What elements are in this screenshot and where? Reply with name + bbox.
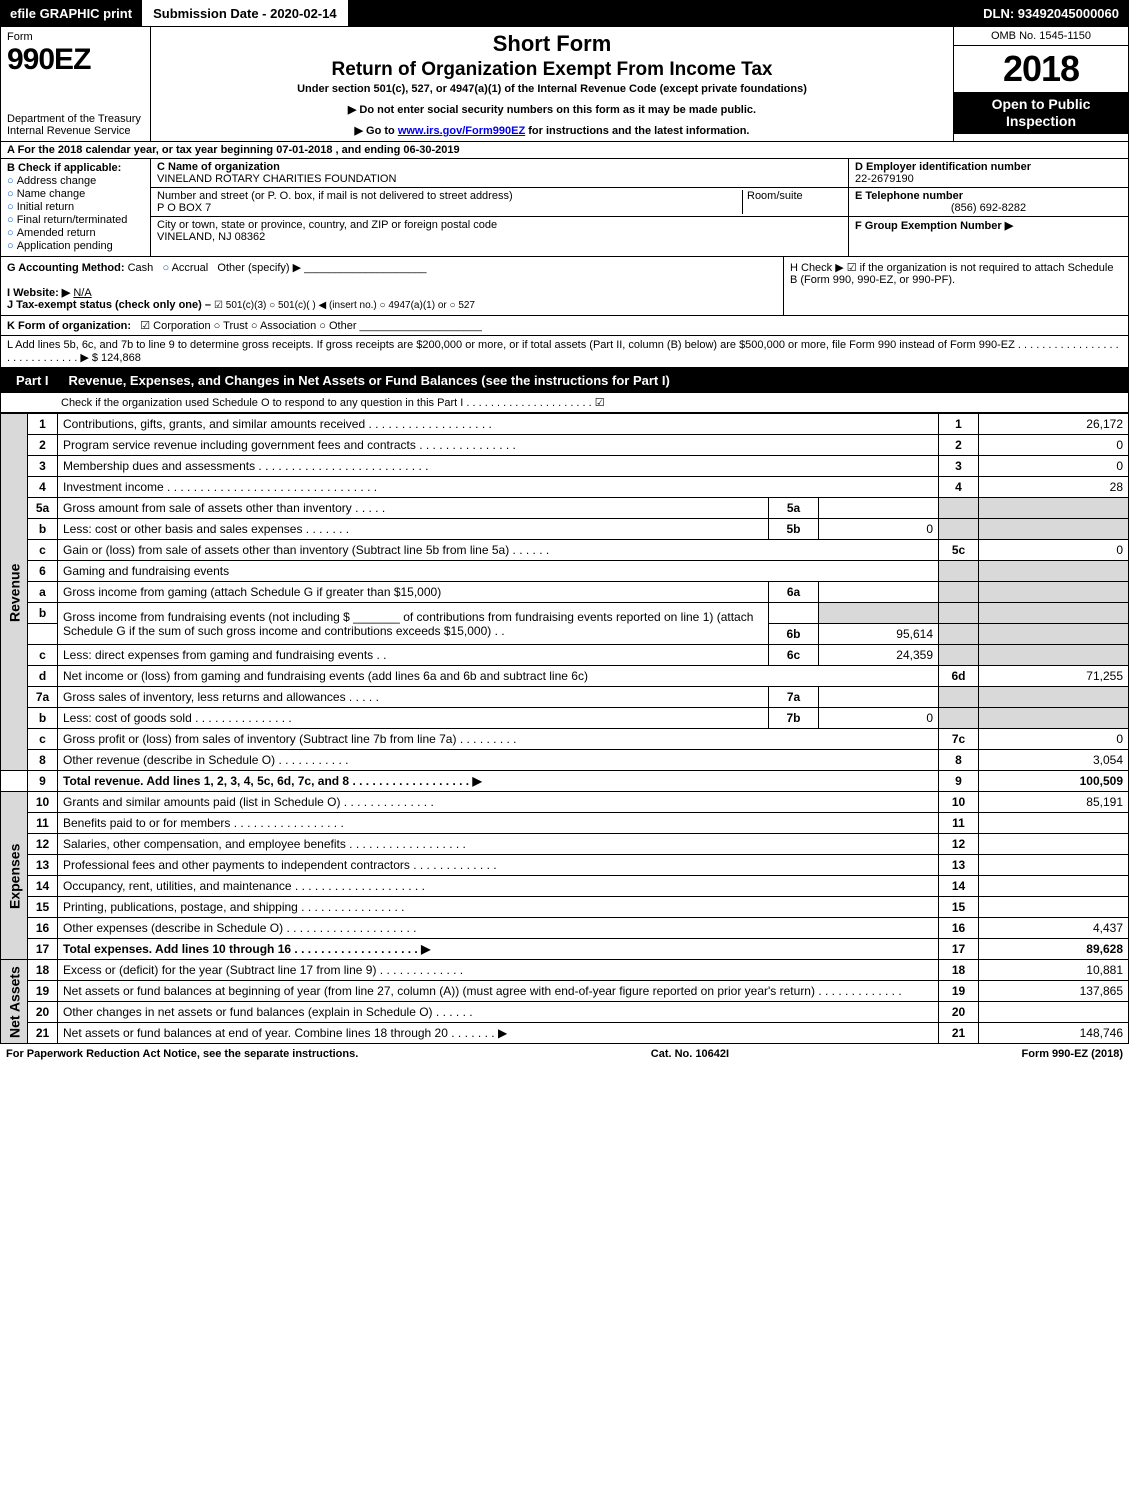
row-num: 1 <box>28 414 58 435</box>
footer-form: Form 990-EZ (2018) <box>1022 1048 1123 1060</box>
box-c-label: C Name of organization <box>157 161 280 173</box>
line-k-label: K Form of organization: <box>7 320 131 332</box>
submission-date-tab: Submission Date - 2020-02-14 <box>143 0 348 26</box>
goto-link-line: ▶ Go to www.irs.gov/Form990EZ for instru… <box>159 124 945 137</box>
ein-value: 22-2679190 <box>855 173 914 185</box>
phone-value: (856) 692-8282 <box>855 202 1122 214</box>
title-subtitle: Under section 501(c), 527, or 4947(a)(1)… <box>159 83 945 95</box>
footer-cat: Cat. No. 10642I <box>651 1048 729 1060</box>
city-value: VINELAND, NJ 08362 <box>157 231 265 243</box>
addr-label: Number and street (or P. O. box, if mail… <box>157 190 513 202</box>
form-header: Form 990EZ Department of the Treasury In… <box>0 26 1129 142</box>
line-h-text: H Check ▶ ☑ if the organization is not r… <box>783 257 1128 315</box>
line-j-label: J Tax-exempt status (check only one) – <box>7 299 214 311</box>
city-label: City or town, state or province, country… <box>157 219 497 231</box>
omb-number: OMB No. 1545-1150 <box>954 27 1128 46</box>
line-l-row: L Add lines 5b, 6c, and 7b to line 9 to … <box>0 336 1129 368</box>
side-revenue: Revenue <box>1 414 28 771</box>
warning-ssn: ▶ Do not enter social security numbers o… <box>159 103 945 116</box>
line-j-opts: ☑ 501(c)(3) ○ 501(c)( ) ◀ (insert no.) ○… <box>214 300 475 311</box>
tax-year: 2018 <box>954 46 1128 92</box>
line-k-row: K Form of organization: ☑ Corporation ○ … <box>0 316 1129 336</box>
dept-irs: Internal Revenue Service <box>7 125 144 137</box>
chk-initial-return[interactable]: Initial return <box>7 201 144 213</box>
line-g-label: G Accounting Method: <box>7 262 125 274</box>
room-label: Room/suite <box>747 190 803 202</box>
line-i-label: I Website: ▶ <box>7 287 70 299</box>
other-specify: Other (specify) ▶ <box>217 262 301 274</box>
tax-period-row: A For the 2018 calendar year, or tax yea… <box>0 142 1129 159</box>
website-value: N/A <box>73 287 91 299</box>
chk-amended-return[interactable]: Amended return <box>7 227 144 239</box>
row-val: 26,172 <box>979 414 1129 435</box>
part-i-num: Part I <box>6 371 59 390</box>
org-name: VINELAND ROTARY CHARITIES FOUNDATION <box>157 173 396 185</box>
part-i-header: Part I Revenue, Expenses, and Changes in… <box>0 368 1129 393</box>
org-info-grid: B Check if applicable: Address change Na… <box>0 159 1129 257</box>
page-footer: For Paperwork Reduction Act Notice, see … <box>0 1044 1129 1064</box>
line-g-h-row: G Accounting Method: Cash ○ Accrual Othe… <box>0 257 1129 316</box>
dln-label: DLN: 93492045000060 <box>973 0 1129 26</box>
side-net-assets: Net Assets <box>1 960 28 1044</box>
line-k-opts: ☑ Corporation ○ Trust ○ Association ○ Ot… <box>140 320 356 332</box>
efile-tab[interactable]: efile GRAPHIC print <box>0 0 143 26</box>
side-expenses: Expenses <box>1 792 28 960</box>
chk-accrual[interactable]: Accrual <box>172 262 209 274</box>
line-l-text: L Add lines 5b, 6c, and 7b to line 9 to … <box>7 339 1119 364</box>
box-b-label: B Check if applicable: <box>7 162 144 174</box>
dept-treasury: Department of the Treasury <box>7 113 144 125</box>
part-i-title: Revenue, Expenses, and Changes in Net As… <box>69 373 670 388</box>
form-number: 990EZ <box>7 43 144 77</box>
box-f-label: F Group Exemption Number ▶ <box>855 220 1013 232</box>
part-i-table: Revenue 1 Contributions, gifts, grants, … <box>0 413 1129 1044</box>
footer-left: For Paperwork Reduction Act Notice, see … <box>6 1048 358 1060</box>
form-label: Form <box>7 31 144 43</box>
chk-address-change[interactable]: Address change <box>7 175 144 187</box>
part-i-check: Check if the organization used Schedule … <box>0 393 1129 413</box>
title-short-form: Short Form <box>159 31 945 57</box>
irs-link[interactable]: www.irs.gov/Form990EZ <box>398 125 525 137</box>
open-public-inspection: Open to Public Inspection <box>954 92 1128 134</box>
row-text: Contributions, gifts, grants, and simila… <box>58 414 939 435</box>
chk-final-return[interactable]: Final return/terminated <box>7 214 144 226</box>
addr-value: P O BOX 7 <box>157 202 211 214</box>
top-bar: efile GRAPHIC print Submission Date - 20… <box>0 0 1129 26</box>
box-d-label: D Employer identification number <box>855 161 1031 173</box>
row-box: 1 <box>939 414 979 435</box>
title-return: Return of Organization Exempt From Incom… <box>159 59 945 81</box>
box-e-label: E Telephone number <box>855 190 963 202</box>
chk-application-pending[interactable]: Application pending <box>7 240 144 252</box>
chk-name-change[interactable]: Name change <box>7 188 144 200</box>
line-l-val: 124,868 <box>101 352 141 364</box>
